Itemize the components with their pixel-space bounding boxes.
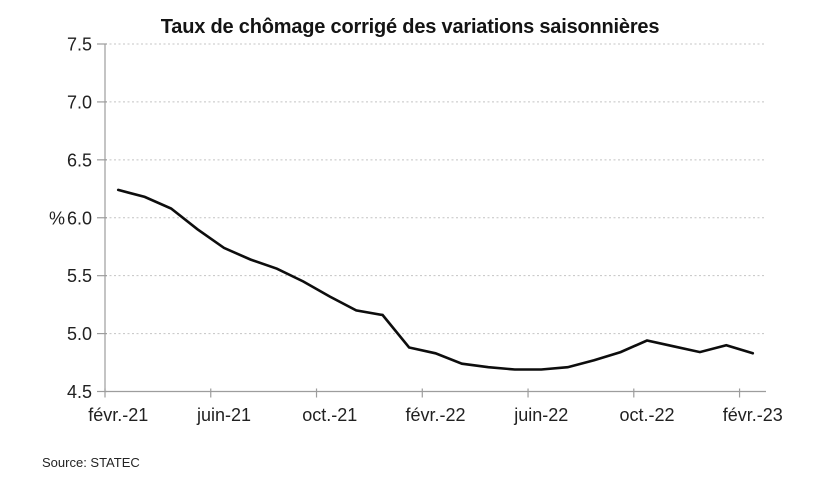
y-tick-label: 7.0 (67, 92, 92, 112)
x-tick-label: févr.-21 (88, 405, 148, 425)
y-axis-unit-label: % (49, 208, 65, 228)
y-tick-label: 6.0 (67, 208, 92, 228)
line-chart-plot: 4.5 5.0 5.5 6.0 6.5 7.0 7.5% févr.-21 juin-21 oct… (49, 35, 783, 426)
y-tick-label: 4.5 (67, 382, 92, 402)
x-tick-label: oct.-21 (302, 405, 357, 425)
unemployment-rate-line (116, 188, 755, 371)
x-tick-label: juin-21 (196, 405, 251, 425)
y-tick-label: 7.5 (67, 35, 92, 55)
x-tick-label: juin-22 (513, 405, 568, 425)
y-tick-label: 5.5 (67, 266, 92, 286)
x-tick-label: oct.-22 (620, 405, 675, 425)
y-tick-label: 5.0 (67, 324, 92, 344)
x-tick-label: févr.-22 (405, 405, 465, 425)
source-note: Source: STATEC (42, 455, 140, 470)
y-tick-label: 6.5 (67, 150, 92, 170)
x-tick-label: févr.-23 (723, 405, 783, 425)
chart-title: Taux de chômage corrigé des variations s… (160, 16, 660, 38)
